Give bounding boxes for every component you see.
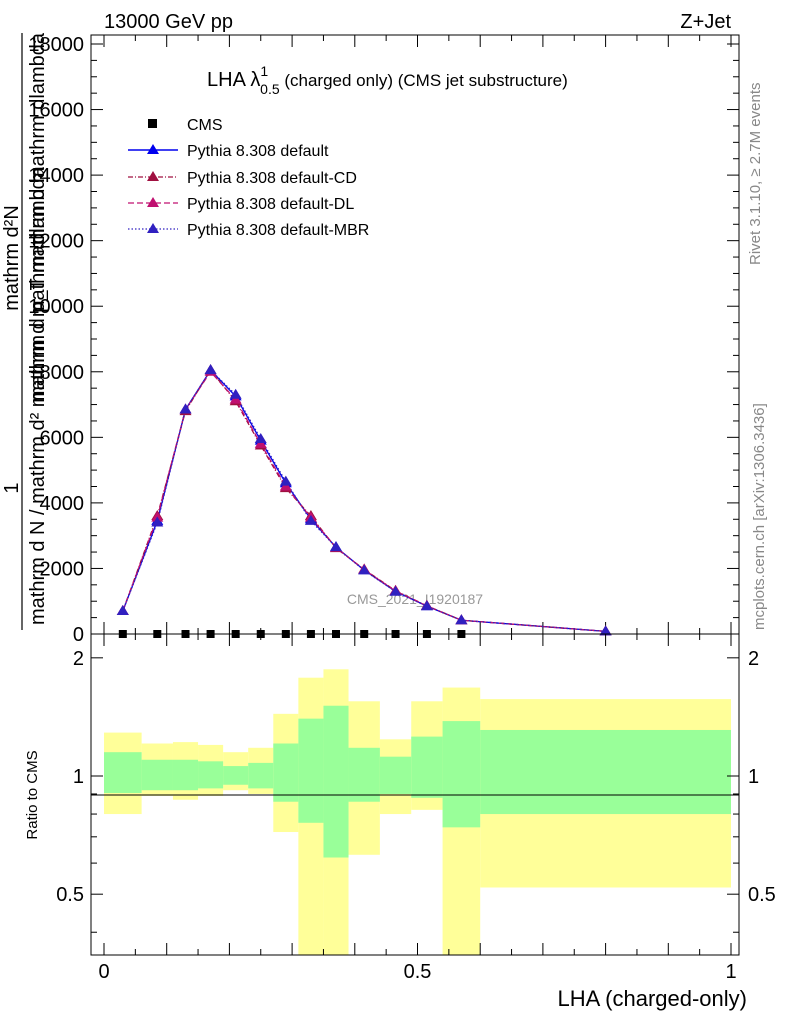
ratio-ytick-label: 2 bbox=[73, 648, 84, 670]
title-sub: 0.5 bbox=[260, 81, 280, 97]
ratio-inner-band bbox=[323, 705, 349, 858]
series-point-mbr bbox=[229, 388, 242, 399]
ratio-ylabel: Ratio to CMS bbox=[24, 750, 41, 839]
main-ytick-label: 12000 bbox=[28, 231, 84, 253]
legend-cd-marker bbox=[147, 171, 159, 181]
ratio-inner-band bbox=[172, 759, 199, 791]
main-ytick-label: 6000 bbox=[40, 427, 85, 449]
legend-cd: Pythia 8.308 default-CD bbox=[128, 170, 357, 187]
main-ytick-label: 16000 bbox=[28, 100, 84, 122]
title-main: LHA λ bbox=[207, 69, 260, 91]
series-point-mbr bbox=[279, 475, 292, 486]
series-point-mbr bbox=[358, 564, 371, 575]
ylabel-one: 1 bbox=[1, 482, 23, 493]
title-sup: 1 bbox=[260, 63, 268, 79]
ratio-inner-band bbox=[223, 766, 249, 785]
legend-cd-label: Pythia 8.308 default-CD bbox=[187, 170, 357, 187]
legend-cms-label: CMS bbox=[187, 117, 223, 134]
legend-dl-label: Pythia 8.308 default-DL bbox=[187, 196, 354, 213]
ratio-ytick-label-right: 1 bbox=[748, 766, 759, 788]
main-panel: 0 2000 4000 6000 8000 10000 12000 14000 16000 180… bbox=[1, 32, 740, 646]
legend-default-marker bbox=[147, 144, 159, 154]
ratio-x-axis: 0 0.5 1 bbox=[98, 634, 737, 983]
ratio-xtick-label: 0 bbox=[98, 961, 109, 983]
series-point-mbr bbox=[389, 585, 402, 596]
ratio-panel-frame bbox=[90, 633, 740, 956]
ratio-inner-band bbox=[348, 747, 380, 802]
main-ytick-label: 10000 bbox=[28, 296, 84, 318]
rivet-label: Rivet 3.1.10, ≥ 2.7M events bbox=[747, 83, 764, 266]
series-point-mbr bbox=[179, 403, 192, 414]
series-point-mbr bbox=[304, 514, 317, 525]
series-point-mbr bbox=[151, 516, 164, 527]
header-left: 13000 GeV pp bbox=[104, 11, 233, 33]
legend-cms-marker bbox=[148, 119, 157, 128]
ratio-inner-band bbox=[298, 718, 324, 823]
ylabel-derivative: mathrm d p_T mathrm d mathrm dlambda bbox=[27, 32, 49, 403]
legend-dl-marker bbox=[147, 197, 159, 207]
series-point-mbr bbox=[455, 614, 468, 625]
ratio-xlabel: LHA (charged-only) bbox=[557, 986, 747, 1011]
main-ytick-label: 0 bbox=[73, 624, 84, 646]
legend: CMS Pythia 8.308 default Pythia 8.308 de… bbox=[128, 117, 369, 239]
ratio-panel: 0.5 0.51 12 2 0 0.5 1 Ratio to CMS LHA (charg… bbox=[24, 633, 776, 1011]
series-line-mbr bbox=[122, 369, 606, 633]
svg-text:LHA λ10.5 (charged only) (CMS: LHA λ1 0.5 (charged only) (CMS jet substr… bbox=[207, 63, 568, 97]
legend-cms: CMS bbox=[148, 117, 223, 134]
ratio-inner-band bbox=[141, 759, 173, 791]
series-point-mbr bbox=[254, 432, 267, 443]
series-point-mbr bbox=[329, 541, 342, 552]
legend-default: Pythia 8.308 default bbox=[128, 143, 329, 160]
ratio-y-axis: 0.5 0.5 1 1 2 2 bbox=[56, 648, 776, 933]
main-ytick-label: 18000 bbox=[28, 34, 84, 56]
ratio-ytick-label-right: 0.5 bbox=[748, 884, 776, 906]
ratio-inner-band bbox=[273, 743, 299, 802]
legend-mbr: Pythia 8.308 default-MBR bbox=[128, 222, 369, 239]
ratio-inner-band bbox=[104, 752, 142, 794]
main-ytick-label: 4000 bbox=[40, 493, 85, 515]
ratio-inner-band bbox=[480, 729, 731, 815]
ratio-xtick-label: 1 bbox=[725, 961, 736, 983]
ratio-inner-band bbox=[442, 721, 481, 828]
series-point-mbr bbox=[599, 625, 612, 636]
main-ytick-label: 2000 bbox=[40, 558, 85, 580]
header-right: Z+Jet bbox=[680, 11, 731, 33]
main-ytick-label: 14000 bbox=[28, 165, 84, 187]
series-point-mbr bbox=[420, 600, 433, 611]
ratio-bands bbox=[104, 669, 731, 955]
ylabel-numerator: mathrm d²N bbox=[1, 205, 23, 311]
title-rest: (charged only) (CMS jet substructure) bbox=[280, 71, 568, 90]
watermark: CMS_2021_I1920187 bbox=[347, 591, 483, 607]
series-point-mbr bbox=[116, 605, 129, 616]
ratio-xtick-label: 0.5 bbox=[404, 961, 432, 983]
ratio-inner-band bbox=[248, 762, 274, 789]
ratio-ytick-label: 1 bbox=[73, 766, 84, 788]
legend-dl: Pythia 8.308 default-DL bbox=[128, 196, 354, 213]
legend-mbr-marker bbox=[147, 223, 159, 233]
legend-mbr-label: Pythia 8.308 default-MBR bbox=[187, 222, 369, 239]
main-y-axis: 0 2000 4000 6000 8000 10000 12000 14000 16000 180… bbox=[28, 34, 739, 646]
main-ytick-label: 8000 bbox=[40, 362, 85, 384]
series-point-mbr bbox=[204, 364, 217, 375]
ratio-inner-band bbox=[198, 761, 224, 789]
main-title: LHA λ1 0.5 (charged only) (CMS jet substr… bbox=[207, 63, 568, 97]
main-ylabel: 1 mathrm d N / mathrm d² mathrm d mathrm… bbox=[1, 32, 49, 630]
legend-default-label: Pythia 8.308 default bbox=[187, 143, 329, 160]
ylabel-denominator: mathrm d N / mathrm d² mathrm d mathrm d… bbox=[27, 166, 49, 625]
ratio-ytick-label: 0.5 bbox=[56, 884, 84, 906]
ratio-inner-band bbox=[379, 756, 412, 794]
ratio-inner-band bbox=[411, 736, 443, 798]
mcplots-label: mcplots.cern.ch [arXiv:1306.3436] bbox=[751, 403, 768, 630]
ratio-ytick-label-right: 2 bbox=[748, 648, 759, 670]
